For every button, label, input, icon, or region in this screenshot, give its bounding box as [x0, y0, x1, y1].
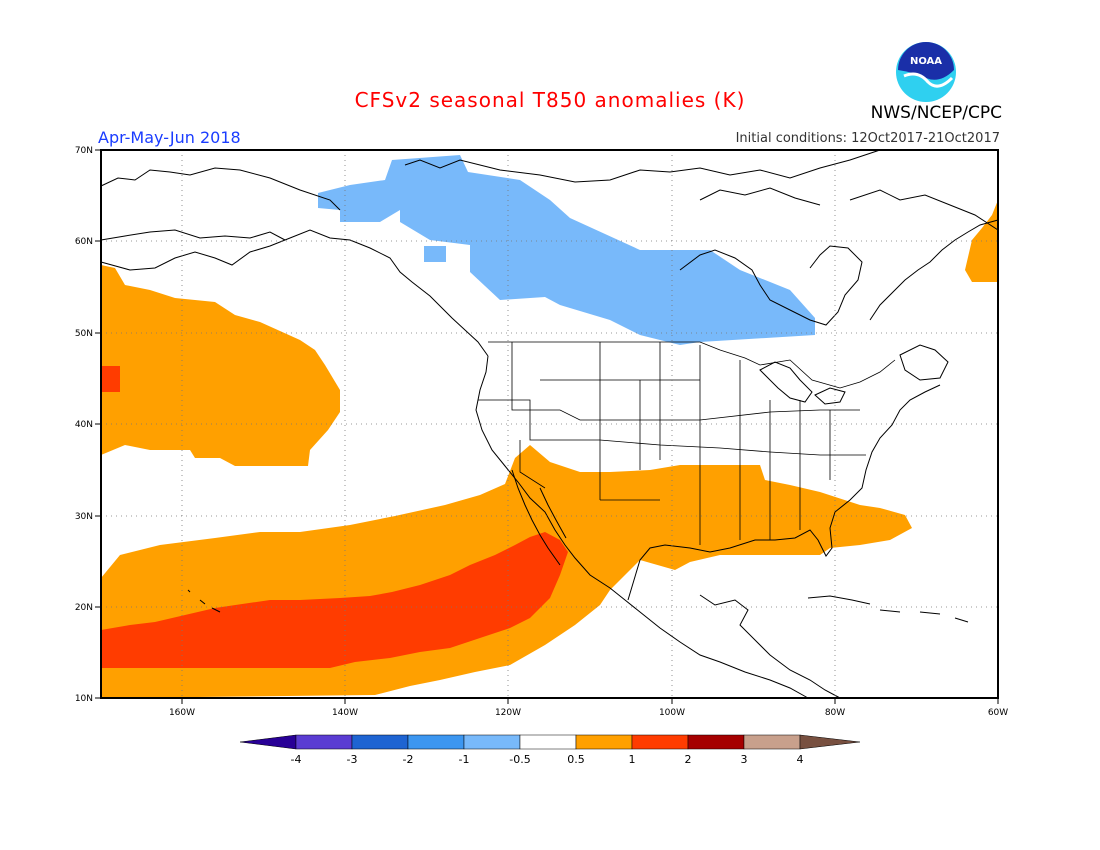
hawaii: [187, 589, 221, 613]
colorbar-low-arrow: [239, 734, 297, 750]
colorbar-high-arrow: [799, 734, 861, 750]
anomaly-fields: [101, 155, 998, 698]
colorbar-segment: [351, 734, 409, 750]
lon-tick-label: 140W: [332, 708, 358, 718]
colorbar-segment: [631, 734, 689, 750]
initial-conditions-label: Initial conditions: 12Oct2017-21Oct2017: [735, 131, 1000, 146]
strong-anomaly-band: [101, 532, 568, 668]
colorbar-segment: [407, 734, 465, 750]
colorbar-segment: [575, 734, 633, 750]
positive-anomaly-north-pacific: [101, 265, 340, 466]
colorbar-label: -4: [290, 753, 302, 766]
lon-tick-label: 120W: [495, 708, 521, 718]
baja-california: [511, 469, 567, 566]
colorbar-label: 2: [684, 753, 692, 766]
lon-axis: 160W 140W 120W 100W 80W 60W: [169, 698, 1008, 718]
season-label: Apr-May-Jun 2018: [98, 128, 241, 147]
colorbar-label: 3: [740, 753, 748, 766]
alaska-coast: [100, 167, 489, 357]
negative-anomaly-canada: [318, 155, 815, 345]
arctic-islands: [404, 149, 999, 231]
gulf-coast: [627, 384, 941, 601]
colorbar-label: -3: [346, 753, 358, 766]
colorbar-label: 0.5: [567, 753, 585, 766]
svg-text:NOAA: NOAA: [910, 56, 942, 67]
lat-tick-label: 60N: [75, 237, 93, 247]
lat-tick-label: 50N: [75, 329, 93, 339]
lat-tick-label: 40N: [75, 420, 93, 430]
lat-tick-label: 10N: [75, 694, 93, 704]
lat-axis: 70N 60N 50N 40N 30N 20N 10N: [75, 146, 101, 704]
lat-tick-label: 30N: [75, 512, 93, 522]
lon-tick-label: 160W: [169, 708, 195, 718]
central-america: [699, 594, 841, 699]
lat-tick-label: 70N: [75, 146, 93, 156]
west-coast: [475, 355, 809, 699]
colorbar-label: 1: [628, 753, 636, 766]
colorbar-label: -1: [458, 753, 470, 766]
great-lakes: [759, 361, 846, 405]
colorbar-label: -0.5: [509, 753, 531, 766]
noaa-logo: NOAA: [896, 42, 956, 102]
coastlines: [100, 149, 999, 699]
colorbar-segment: [519, 734, 577, 750]
caribbean-islands: [807, 595, 969, 623]
labrador-coast: [869, 219, 999, 321]
colorbar-segment: [743, 734, 801, 750]
colorbar-segment: [295, 734, 353, 750]
newfoundland: [899, 344, 949, 381]
colorbar-label: 4: [796, 753, 804, 766]
us-canada-border: [488, 341, 896, 389]
political-boundaries: [478, 341, 896, 545]
lon-tick-label: 80W: [825, 708, 845, 718]
chart-title: CFSv2 seasonal T850 anomalies (K): [354, 88, 746, 112]
hudson-bay: [679, 245, 863, 326]
lat-tick-label: 20N: [75, 603, 93, 613]
colorbar: [239, 734, 861, 750]
colorbar-label: -2: [402, 753, 414, 766]
agency-label: NWS/NCEP/CPC: [870, 103, 1002, 123]
strong-anomaly-dateline: [101, 366, 120, 392]
lon-tick-label: 100W: [659, 708, 685, 718]
colorbar-segment: [687, 734, 745, 750]
colorbar-segment: [463, 734, 521, 750]
lon-tick-label: 60W: [988, 708, 1008, 718]
